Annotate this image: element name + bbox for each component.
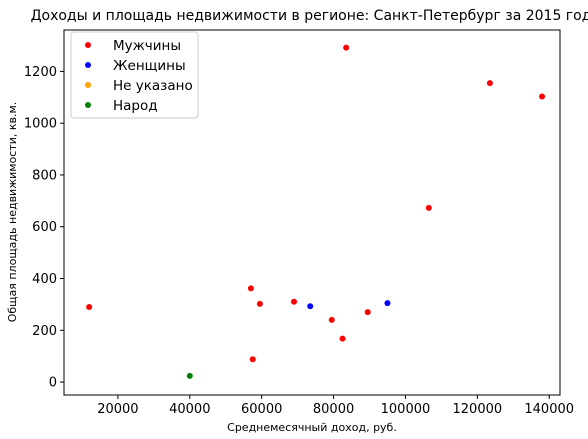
- y-tick-label: 1000: [24, 117, 57, 132]
- legend-frame: [70, 31, 199, 119]
- y-tick-label: 200: [32, 324, 57, 339]
- x-tick-label: 20000: [97, 402, 138, 417]
- data-point: [249, 356, 256, 363]
- y-tick-label: 800: [32, 168, 57, 183]
- data-points: [86, 44, 546, 379]
- legend-label: Не указано: [113, 78, 193, 94]
- chart-title: Доходы и площадь недвижимости в регионе:…: [31, 8, 588, 24]
- legend: Мужчины Женщины Не указано Народ: [70, 31, 199, 119]
- plot-frame: [63, 29, 561, 396]
- y-axis: 0 200 400 600 800 1000 1200: [24, 65, 64, 391]
- legend-label: Женщины: [113, 58, 186, 74]
- y-tick-label: 1200: [24, 65, 57, 80]
- y-axis-label: Общая площадь недвижимости, кв.м.: [6, 102, 19, 323]
- legend-marker: [85, 62, 91, 68]
- x-axis: 20000 40000 60000 80000 100000 120000 140000: [97, 395, 574, 417]
- x-tick-label: 80000: [313, 402, 354, 417]
- plot-area: [63, 29, 561, 396]
- data-point: [86, 303, 93, 310]
- y-tick-label: 600: [32, 220, 57, 235]
- x-axis-label: Среднемесячный доход, руб.: [227, 421, 397, 434]
- data-point: [307, 303, 314, 310]
- x-tick-label: 140000: [524, 402, 574, 417]
- data-point: [247, 285, 254, 292]
- legend-label: Мужчины: [113, 38, 181, 54]
- data-point: [425, 204, 432, 211]
- legend-marker: [85, 102, 91, 108]
- x-tick-label: 120000: [453, 402, 503, 417]
- data-point: [186, 372, 193, 379]
- x-tick-label: 60000: [241, 402, 282, 417]
- x-tick-label: 100000: [381, 402, 431, 417]
- x-tick-label: 40000: [169, 402, 210, 417]
- data-point: [339, 335, 346, 342]
- y-tick-label: 0: [49, 376, 57, 391]
- legend-marker: [85, 42, 91, 48]
- data-point: [364, 309, 371, 316]
- data-point: [291, 298, 298, 305]
- data-point: [486, 80, 493, 87]
- data-point: [256, 300, 263, 307]
- data-point: [384, 300, 391, 307]
- legend-label: Народ: [113, 98, 158, 114]
- legend-marker: [85, 82, 91, 88]
- data-point: [328, 316, 335, 323]
- data-point: [539, 93, 546, 100]
- data-point: [343, 44, 350, 51]
- y-tick-label: 400: [32, 272, 57, 287]
